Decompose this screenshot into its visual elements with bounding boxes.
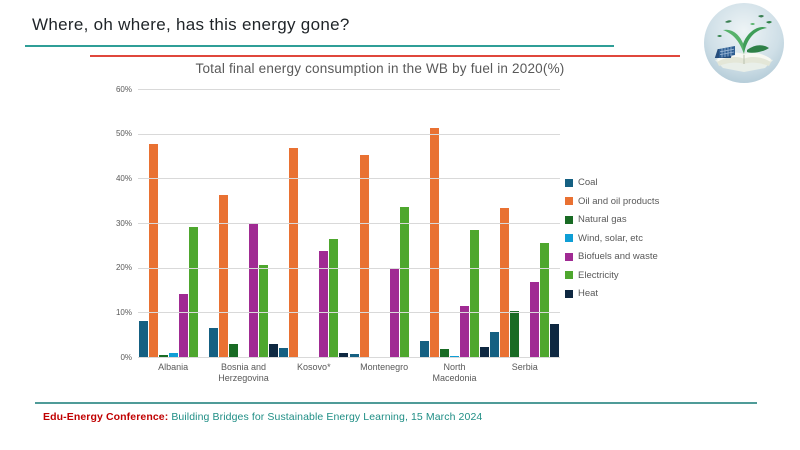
legend-swatch-icon: [565, 271, 573, 279]
bar: [289, 147, 299, 357]
legend-item: Coal: [565, 176, 659, 189]
gridline-40: [138, 178, 560, 180]
footer-text: Edu-Energy Conference: Building Bridges …: [43, 411, 482, 423]
bar: [500, 208, 510, 357]
bar: [138, 321, 148, 357]
x-axis-label: Serbia: [511, 362, 538, 372]
gridline-10: [138, 312, 560, 314]
gridline-0: [138, 357, 560, 358]
legend-label: Heat: [578, 288, 599, 299]
x-axis-labels: Albania Bosnia and Herzegovina Kosovo* Mont…: [138, 362, 560, 385]
legend-item: Biofuels and waste: [565, 250, 659, 263]
legend-swatch-icon: [565, 215, 573, 224]
bar: [359, 155, 369, 357]
gridline-30: [138, 223, 560, 224]
gridline-20: [138, 267, 560, 269]
bar: [339, 352, 349, 357]
x-axis-label: North Macedonia: [432, 362, 477, 384]
bar: [208, 327, 218, 357]
bar: [540, 243, 550, 357]
y-tick-label: 60%: [115, 84, 132, 94]
slide-title: Where, oh where, has this energy gone?: [32, 15, 350, 34]
title-underline-teal: [25, 45, 614, 47]
y-tick-label: 10%: [115, 307, 132, 317]
x-axis-label: Albania: [158, 362, 189, 372]
chart-title: Total final energy consumption in the WB…: [195, 61, 565, 76]
bar-group-albania: [138, 89, 208, 357]
bar: [228, 343, 238, 357]
plot-area: 0% 10% 20% 30% 40% 50% 60%: [116, 85, 560, 362]
y-tick-label: 20%: [115, 263, 132, 273]
bar-group-bosnia-and-herzegovina: [208, 89, 278, 357]
y-tick-label: 30%: [115, 218, 132, 228]
y-tick-label: 40%: [115, 173, 132, 183]
bar: [178, 294, 188, 357]
gridline-60: [138, 89, 560, 90]
bar: [158, 354, 168, 357]
footer-conference-name: Edu-Energy Conference:: [43, 411, 169, 423]
legend-item: Wind, solar, etc: [565, 232, 659, 245]
legend-item: Electricity: [565, 269, 659, 282]
bar: [349, 353, 359, 357]
bar: [510, 310, 520, 357]
legend-label: Electricity: [578, 269, 619, 281]
bar: [319, 250, 329, 357]
bar: [459, 305, 469, 357]
legend-label: Natural gas: [578, 214, 627, 225]
bar-group-north-macedonia: [419, 89, 489, 357]
x-axis-label: Bosnia and Herzegovina: [218, 362, 269, 384]
bar: [329, 238, 339, 357]
footer-tagline: Building Bridges for Sustainable Energy …: [168, 411, 483, 423]
bar: [399, 207, 409, 357]
legend-label: Coal: [578, 177, 598, 188]
bar: [479, 346, 489, 357]
legend-swatch-icon: [565, 252, 573, 261]
legend-swatch-icon: [565, 289, 573, 298]
bar-group-serbia: [490, 89, 560, 357]
bar: [530, 281, 540, 357]
legend-item: Heat: [565, 287, 659, 300]
bar: [248, 223, 258, 357]
bar: [439, 348, 449, 357]
gridline-50: [138, 133, 560, 135]
bar: [188, 227, 198, 357]
bar: [218, 195, 228, 357]
legend: Coal Oil and oil products Natural gas Wind,…: [565, 176, 659, 306]
bar: [419, 341, 429, 357]
bar: [550, 323, 560, 357]
x-axis-label: Kosovo*: [297, 362, 331, 372]
bar: [168, 352, 178, 357]
x-axis-label: Montenegro: [360, 362, 409, 372]
bar: [429, 128, 439, 357]
legend-label: Wind, solar, etc: [578, 232, 643, 244]
footer-divider: [35, 402, 757, 404]
eco-book-image: [704, 3, 784, 83]
y-tick-label: 0%: [120, 352, 132, 362]
legend-item: Natural gas: [565, 213, 659, 226]
bar: [148, 143, 158, 357]
legend-swatch-icon: [565, 178, 573, 187]
y-tick-label: 50%: [115, 129, 132, 139]
bar: [268, 343, 278, 357]
legend-swatch-icon: [565, 234, 573, 242]
title-underline-red: [90, 55, 680, 57]
bar: [258, 265, 268, 357]
bar: [490, 332, 500, 357]
bar: [469, 229, 479, 357]
bar-group-kosovo-: [279, 89, 349, 357]
legend-label: Biofuels and waste: [578, 251, 658, 262]
bar: [449, 355, 459, 357]
legend-item: Oil and oil products: [565, 195, 659, 208]
bar: [279, 348, 289, 357]
legend-label: Oil and oil products: [578, 195, 660, 207]
legend-swatch-icon: [565, 197, 573, 205]
